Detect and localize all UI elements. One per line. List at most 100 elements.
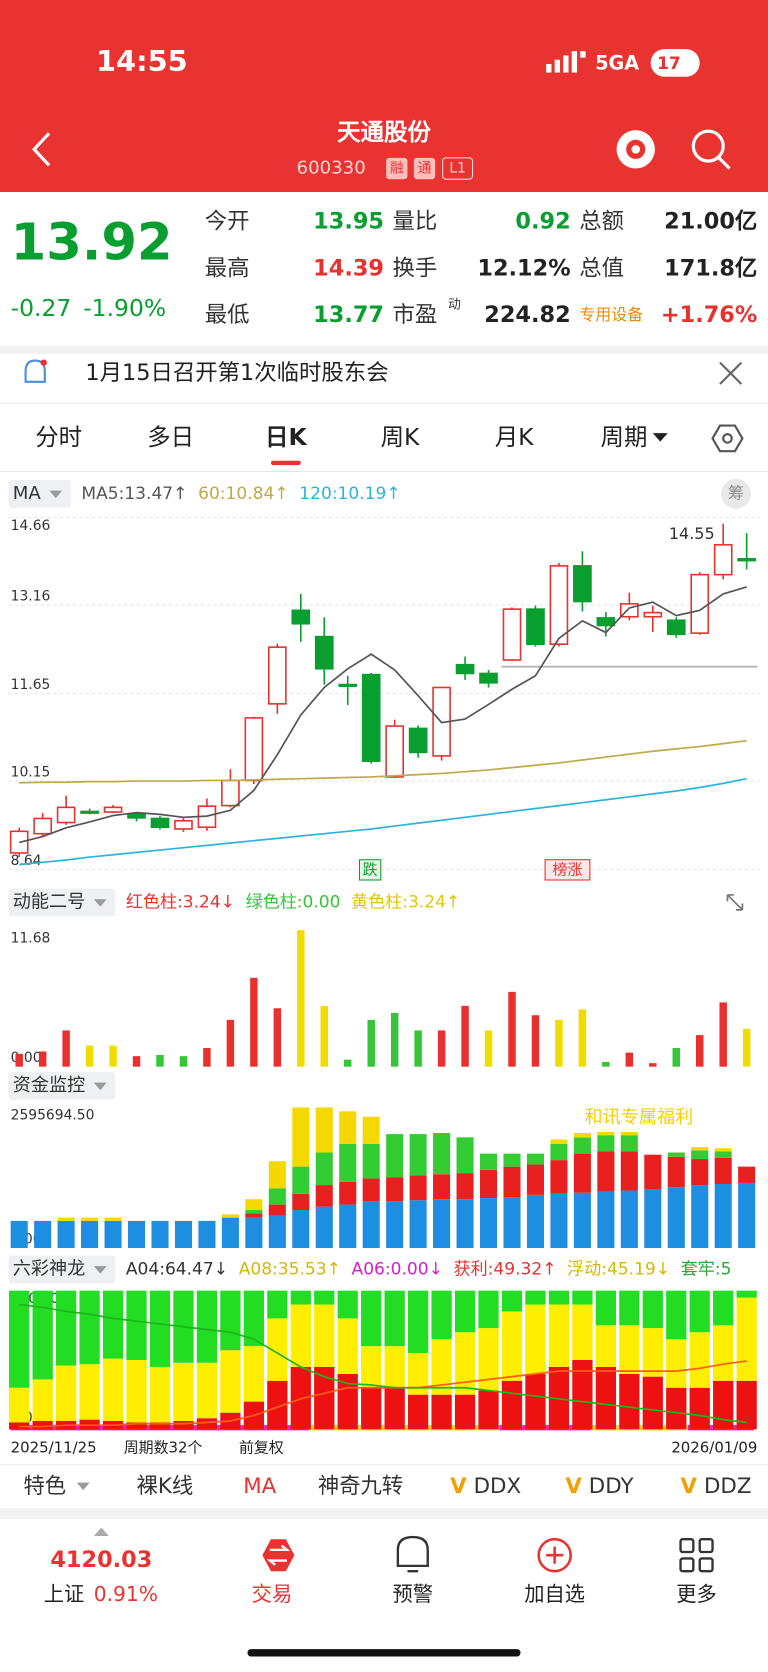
stack-segment <box>126 1290 147 1360</box>
dropdown-arrow <box>49 490 63 499</box>
candle-body <box>338 683 358 687</box>
nav-watchlist[interactable]: 加自选 <box>524 1582 585 1606</box>
index-name[interactable]: 上证 <box>44 1582 85 1606</box>
stack-segment <box>104 1220 122 1248</box>
indicator-tab[interactable]: DDY <box>589 1474 635 1499</box>
candle-body <box>127 812 146 819</box>
stack-segment <box>550 1193 568 1248</box>
candle-body <box>221 779 240 807</box>
indicator-title[interactable]: 六彩神龙 <box>13 1258 86 1279</box>
stack-segment <box>386 1134 404 1178</box>
indicator-title[interactable]: MA <box>13 483 42 504</box>
candle-body <box>596 617 616 627</box>
candle-body <box>479 672 498 684</box>
indicator-tab[interactable]: DDZ <box>704 1474 751 1499</box>
badge-bg <box>386 157 408 180</box>
stack-segment <box>550 1160 568 1194</box>
stack-segment <box>714 1148 732 1152</box>
stack-segment <box>9 1290 30 1388</box>
candle-body <box>502 608 522 661</box>
indicator-title-bg[interactable] <box>8 1072 116 1100</box>
candle-body <box>713 544 733 576</box>
stack-segment <box>713 1325 734 1381</box>
stack-segment <box>572 1290 593 1305</box>
period-tab[interactable]: 日K <box>265 423 307 451</box>
chip-button-label[interactable]: 筹 <box>728 483 744 502</box>
stack-segment <box>691 1159 709 1186</box>
bar <box>367 1019 375 1067</box>
stack-segment <box>221 1214 239 1218</box>
expand-arrow[interactable] <box>93 1527 109 1536</box>
nav-more[interactable]: 更多 <box>676 1582 717 1606</box>
stack-segment <box>736 1380 757 1430</box>
stack-segment <box>245 1217 263 1248</box>
end-date: 2026/01/09 <box>671 1439 757 1457</box>
bar <box>390 1012 399 1067</box>
tag[interactable]: 跌 <box>363 860 378 878</box>
period-tab[interactable]: 多日 <box>147 423 194 451</box>
period-tab[interactable]: 周K <box>381 423 420 451</box>
stack-segment <box>644 1154 662 1190</box>
stack-segment <box>314 1304 335 1367</box>
index-value[interactable]: 4120.03 <box>50 1547 152 1573</box>
stack-segment <box>736 1297 757 1381</box>
bar <box>555 1019 563 1067</box>
stack-segment <box>386 1201 404 1248</box>
stack-segment <box>32 1379 53 1422</box>
stack-segment <box>196 1418 218 1430</box>
search-icon[interactable] <box>691 129 731 170</box>
indicator-tab[interactable]: MA <box>243 1474 276 1499</box>
nav-alert[interactable]: 预警 <box>393 1582 434 1606</box>
indicator-title-bg[interactable] <box>8 480 71 508</box>
bar <box>85 1045 94 1067</box>
stack-segment <box>196 1290 218 1363</box>
stack-segment <box>314 1290 335 1305</box>
more-icon[interactable] <box>679 1538 714 1573</box>
stack-segment <box>666 1339 687 1388</box>
field-value: 12.12% <box>477 255 570 281</box>
indicator-tab[interactable]: 特色 <box>23 1474 66 1499</box>
stack-segment <box>57 1220 75 1248</box>
indicator-title[interactable]: 动能二号 <box>13 891 86 912</box>
charts: MA MA5:13.47↑ 60:10.84↑ 120:10.19↑ 筹 14.66 13.… <box>8 478 760 1430</box>
signal-icon <box>546 51 586 73</box>
add-icon[interactable] <box>537 1537 572 1573</box>
notice-text[interactable]: 1月15日召开第1次临时股东会 <box>85 360 388 386</box>
bar <box>508 991 516 1067</box>
indicator-tab[interactable]: 裸K线 <box>137 1474 194 1499</box>
bar <box>132 1056 141 1067</box>
expand-icon[interactable] <box>726 894 744 911</box>
stack-segment <box>339 1181 357 1205</box>
bar <box>649 1063 657 1067</box>
chip-button[interactable] <box>721 478 751 509</box>
back-button[interactable] <box>31 132 51 167</box>
stack-segment <box>314 1366 335 1430</box>
robot-icon[interactable] <box>616 130 655 169</box>
stack-segment <box>243 1290 264 1347</box>
index-change[interactable]: 0.91% <box>94 1582 158 1606</box>
bar <box>38 1051 47 1067</box>
stack-segment <box>738 1182 756 1248</box>
candle-body <box>549 565 569 646</box>
period-tab[interactable]: 月K <box>495 423 534 451</box>
indicator-title-bg[interactable] <box>8 888 116 917</box>
stack-segment <box>691 1185 709 1248</box>
tag[interactable]: 榜涨 <box>553 860 583 878</box>
indicator-title[interactable]: 资金监控 <box>13 1075 86 1096</box>
alert-icon[interactable] <box>396 1535 429 1573</box>
trade-icon[interactable] <box>262 1539 295 1572</box>
period-tab[interactable]: 分时 <box>35 423 82 451</box>
close-icon[interactable] <box>719 361 743 385</box>
stack-segment <box>245 1210 263 1214</box>
stack-segment <box>714 1183 732 1248</box>
candle-body <box>361 673 381 762</box>
stack-segment <box>738 1166 756 1183</box>
indicator-title-bg[interactable] <box>8 1255 116 1284</box>
nav-trade[interactable]: 交易 <box>252 1582 293 1606</box>
period-tab[interactable]: 周期 <box>601 423 648 451</box>
indicator-tab[interactable]: 神奇九转 <box>318 1474 403 1499</box>
stack-segment <box>572 1360 593 1430</box>
indicator-tab[interactable]: DDX <box>474 1474 521 1499</box>
settings-icon[interactable] <box>711 424 744 453</box>
stack-segment <box>526 1153 544 1165</box>
